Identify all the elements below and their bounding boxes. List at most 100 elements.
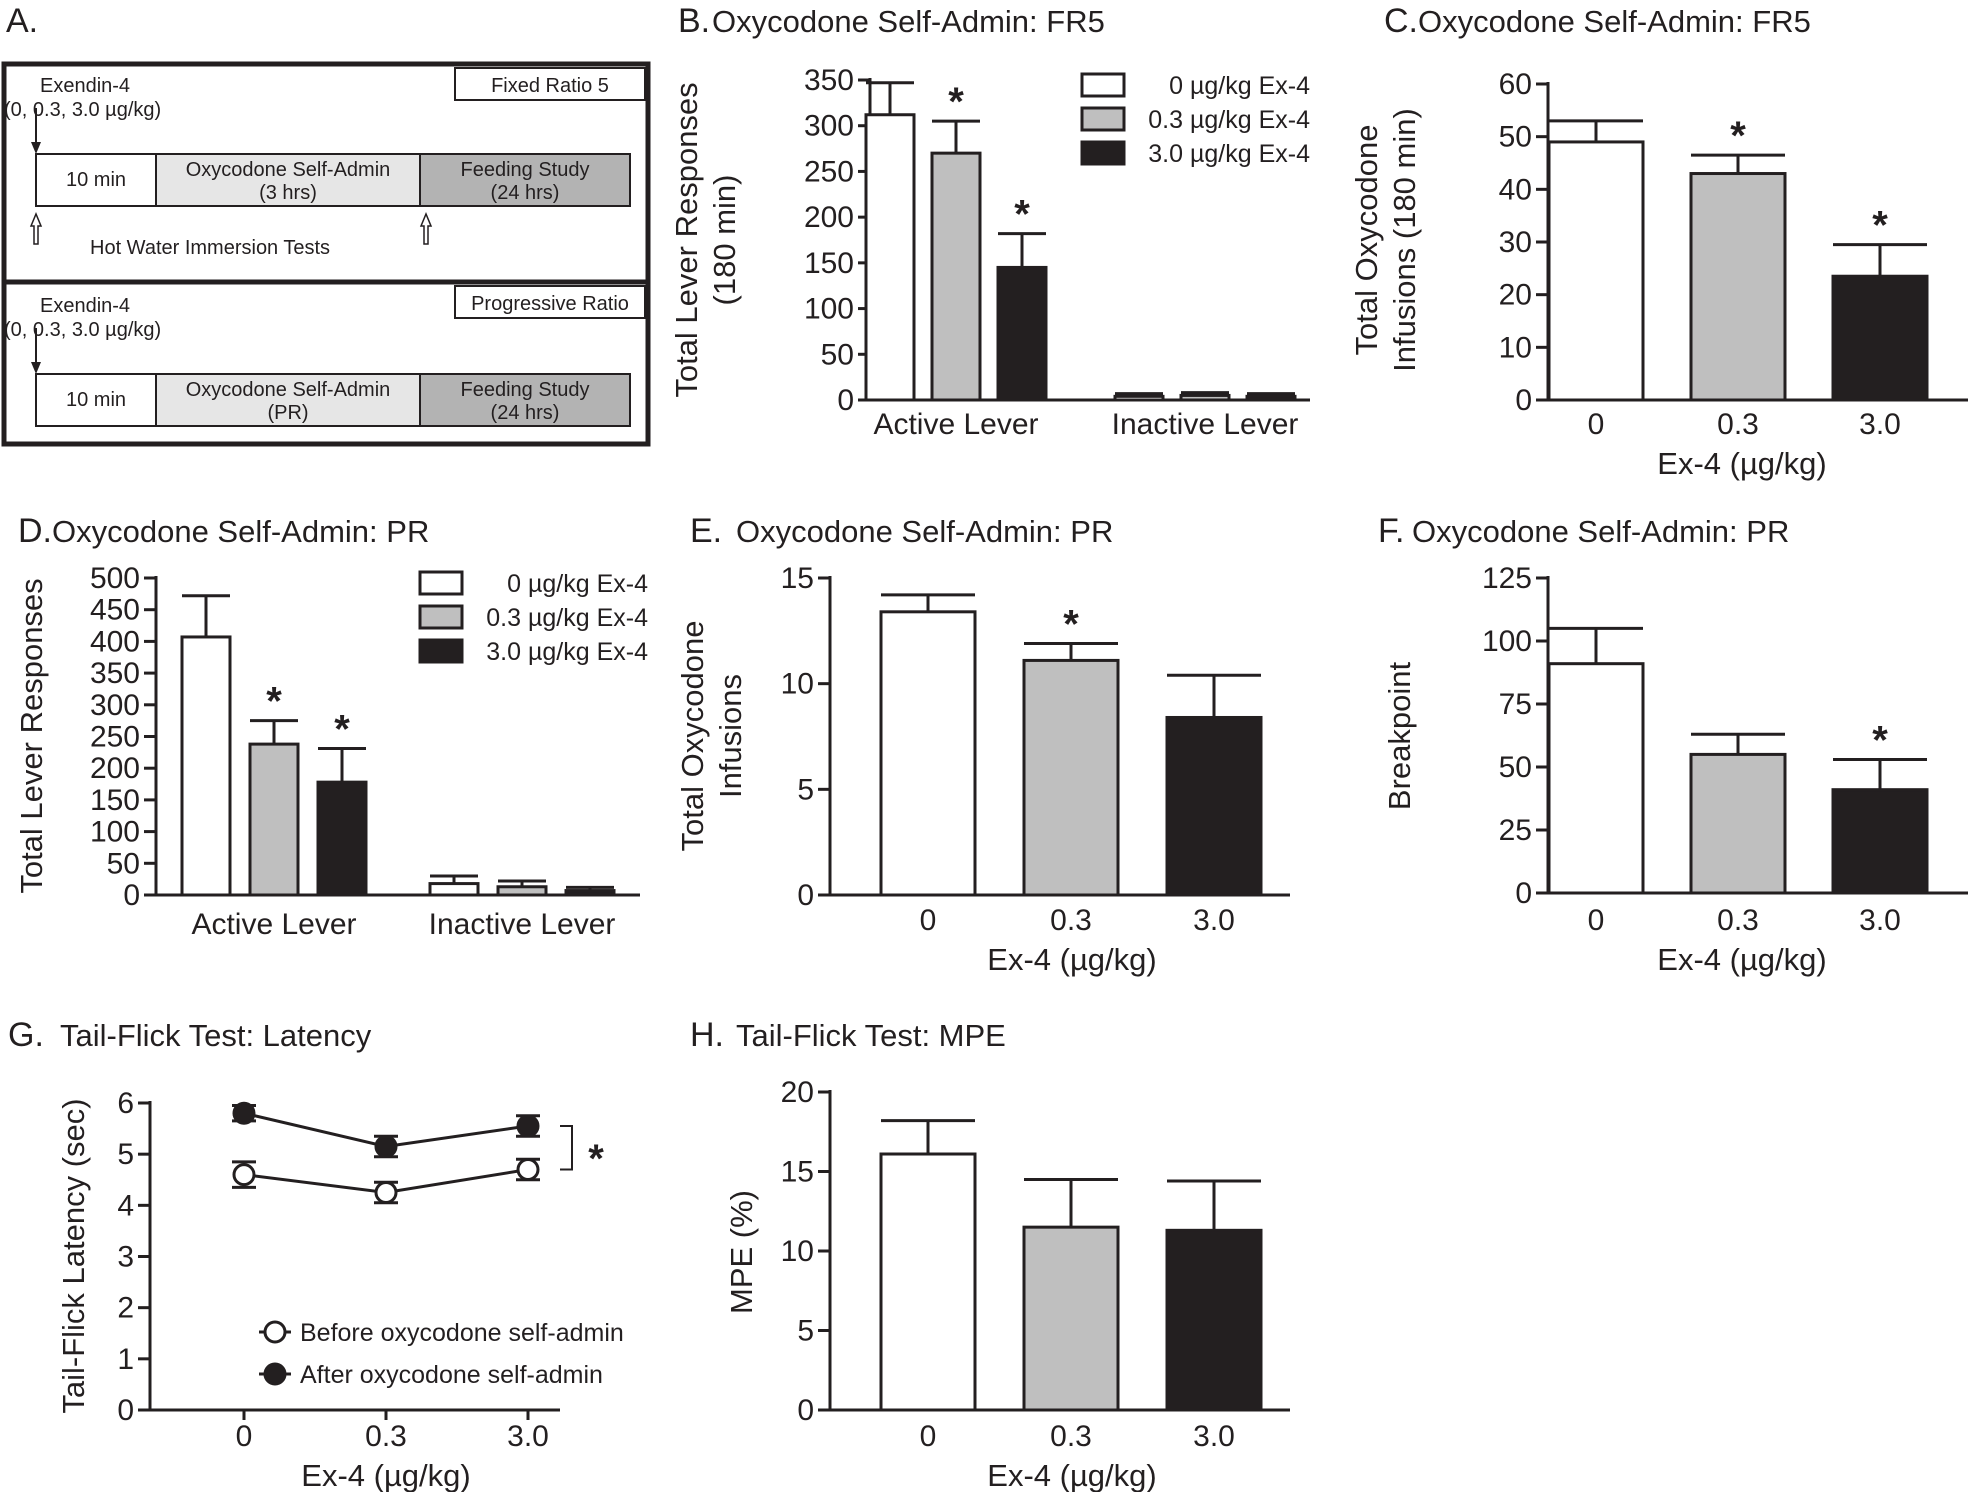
- chart-h-tail-flick-mpe: H. Tail-Flick Test: MPE MPE (%) Ex-4 (µg/kg…: [690, 1016, 1290, 1492]
- chart-title: Oxycodone Self-Admin: PR: [52, 514, 429, 549]
- x-tick-label: 0: [920, 1420, 937, 1453]
- panel-h-letter: H.: [690, 1016, 724, 1054]
- y-tick-label: 10: [781, 1235, 814, 1268]
- x-tick-label: 0: [1588, 904, 1605, 937]
- y-tick-label: 30: [1499, 226, 1532, 259]
- y-tick-label: 0: [797, 1394, 814, 1427]
- pr-pretreatment-box: [35, 373, 157, 427]
- pr-feeding-box: [419, 373, 631, 427]
- x-axis-title: Ex-4 (µg/kg): [987, 1458, 1156, 1492]
- y-tick-label: 100: [90, 816, 140, 849]
- pr-pretreatment-label: 10 min: [66, 389, 126, 411]
- pr-injection-label: Exendin-4: [40, 295, 130, 317]
- pr-self-admin-box: [155, 373, 421, 427]
- y-tick-label: 300: [804, 110, 854, 143]
- panel-c-letter: C.: [1384, 2, 1418, 40]
- bar: [930, 151, 982, 402]
- y-axis-title: Total Lever Responses: [14, 578, 49, 893]
- bar: [180, 635, 232, 897]
- legend-label: 3.0 µg/kg Ex-4: [1148, 140, 1310, 168]
- x-tick-label: 0: [1588, 408, 1605, 441]
- y-tick-label: 20: [1499, 279, 1532, 312]
- y-tick-label: 0: [797, 879, 814, 912]
- y-tick-label: 350: [90, 657, 140, 690]
- pr-schedule-label-box: [454, 285, 646, 319]
- panel-a-schedule: A. Fixed Ratio 5 Exendin-4 (0, 0.3, 3.0 …: [1, 2, 651, 447]
- y-tick-label: 25: [1499, 814, 1532, 847]
- legend-marker: [263, 1362, 287, 1386]
- legend-marker: [263, 1320, 287, 1344]
- panel-e-letter: E.: [690, 512, 722, 550]
- fr5-feeding-box: [419, 153, 631, 207]
- y-axis-title: Total Lever Responses: [669, 82, 704, 397]
- chart-title: Tail-Flick Test: Latency: [60, 1018, 372, 1053]
- y-tick-label: 4: [117, 1189, 134, 1222]
- x-tick-label: Inactive Lever: [429, 908, 616, 941]
- y-tick-label: 250: [90, 721, 140, 754]
- y-tick-label: 200: [90, 752, 140, 785]
- y-tick-label: 50: [821, 338, 854, 371]
- x-tick-label: Active Lever: [873, 408, 1038, 441]
- panel-d-letter: D.: [18, 512, 52, 550]
- fr5-schedule-label-box: [454, 67, 646, 101]
- significance-marker: *: [588, 1137, 604, 1181]
- y-tick-label: 0: [123, 879, 140, 912]
- x-tick-label: 3.0: [507, 1420, 549, 1453]
- x-tick-label: 0.3: [1717, 904, 1759, 937]
- x-tick-label: 3.0: [1859, 408, 1901, 441]
- pr-injection-arrowhead: [31, 362, 41, 374]
- data-point: [516, 1158, 540, 1182]
- y-tick-label: 5: [797, 773, 814, 806]
- y-tick-label: 75: [1499, 688, 1532, 721]
- chart-g-tail-flick-latency: G. Tail-Flick Test: Latency Tail-Flick Lat…: [8, 1016, 624, 1492]
- bar: [248, 742, 300, 897]
- significance-marker: *: [1063, 603, 1079, 647]
- y-tick-label: 6: [117, 1087, 134, 1120]
- significance-marker: *: [334, 708, 350, 752]
- legend-swatch: [418, 570, 464, 596]
- x-tick-label: 0: [236, 1420, 253, 1453]
- bar: [864, 113, 916, 402]
- bar: [1113, 394, 1165, 402]
- legend-label: 0 µg/kg Ex-4: [1169, 72, 1310, 100]
- y-axis-title: MPE (%): [724, 1190, 759, 1314]
- y-tick-label: 50: [107, 847, 140, 880]
- y-tick-label: 125: [1482, 562, 1532, 595]
- x-tick-label: 3.0: [1859, 904, 1901, 937]
- chart-title: Oxycodone Self-Admin: FR5: [712, 4, 1105, 39]
- y-tick-label: 3: [117, 1241, 134, 1274]
- bar: [316, 780, 368, 897]
- y-tick-label: 10: [1499, 331, 1532, 364]
- y-tick-label: 40: [1499, 173, 1532, 206]
- y-tick-label: 350: [804, 64, 854, 97]
- panel-f-letter: F.: [1378, 512, 1404, 550]
- bar: [1179, 393, 1231, 402]
- chart-c-fr5-infusions: C. Oxycodone Self-Admin: FR5 Total Oxycodo…: [1349, 2, 1968, 481]
- y-tick-label: 20: [781, 1076, 814, 1109]
- chart-title: Oxycodone Self-Admin: FR5: [1418, 4, 1811, 39]
- legend-swatch: [418, 604, 464, 630]
- bar: [1022, 1225, 1120, 1412]
- y-axis-title: Tail-Flick Latency (sec): [56, 1098, 91, 1413]
- legend-label: 0.3 µg/kg Ex-4: [486, 604, 648, 632]
- y-tick-label: 50: [1499, 121, 1532, 154]
- pr-self-admin-duration: (PR): [267, 402, 308, 424]
- y-tick-label: 450: [90, 594, 140, 627]
- fr5-injection-arrowhead: [31, 142, 41, 154]
- y-axis-title: Infusions: [713, 674, 748, 798]
- bar: [1831, 788, 1929, 895]
- hot-water-arrow-after: [419, 212, 433, 245]
- chart-f-pr-breakpoint: F. Oxycodone Self-Admin: PR Breakpoint Ex-4…: [1378, 512, 1968, 977]
- schedule-frame: [1, 61, 651, 447]
- bar: [1165, 1228, 1263, 1412]
- pr-self-admin-label: Oxycodone Self-Admin: [186, 379, 391, 401]
- x-tick-label: Inactive Lever: [1112, 408, 1299, 441]
- y-tick-label: 50: [1499, 751, 1532, 784]
- data-point: [232, 1163, 256, 1187]
- bar: [1547, 662, 1645, 895]
- legend-label: After oxycodone self-admin: [300, 1361, 603, 1389]
- fr5-feeding-duration: (24 hrs): [491, 182, 560, 204]
- chart-title: Oxycodone Self-Admin: PR: [1412, 514, 1789, 549]
- pr-feeding-duration: (24 hrs): [491, 402, 560, 424]
